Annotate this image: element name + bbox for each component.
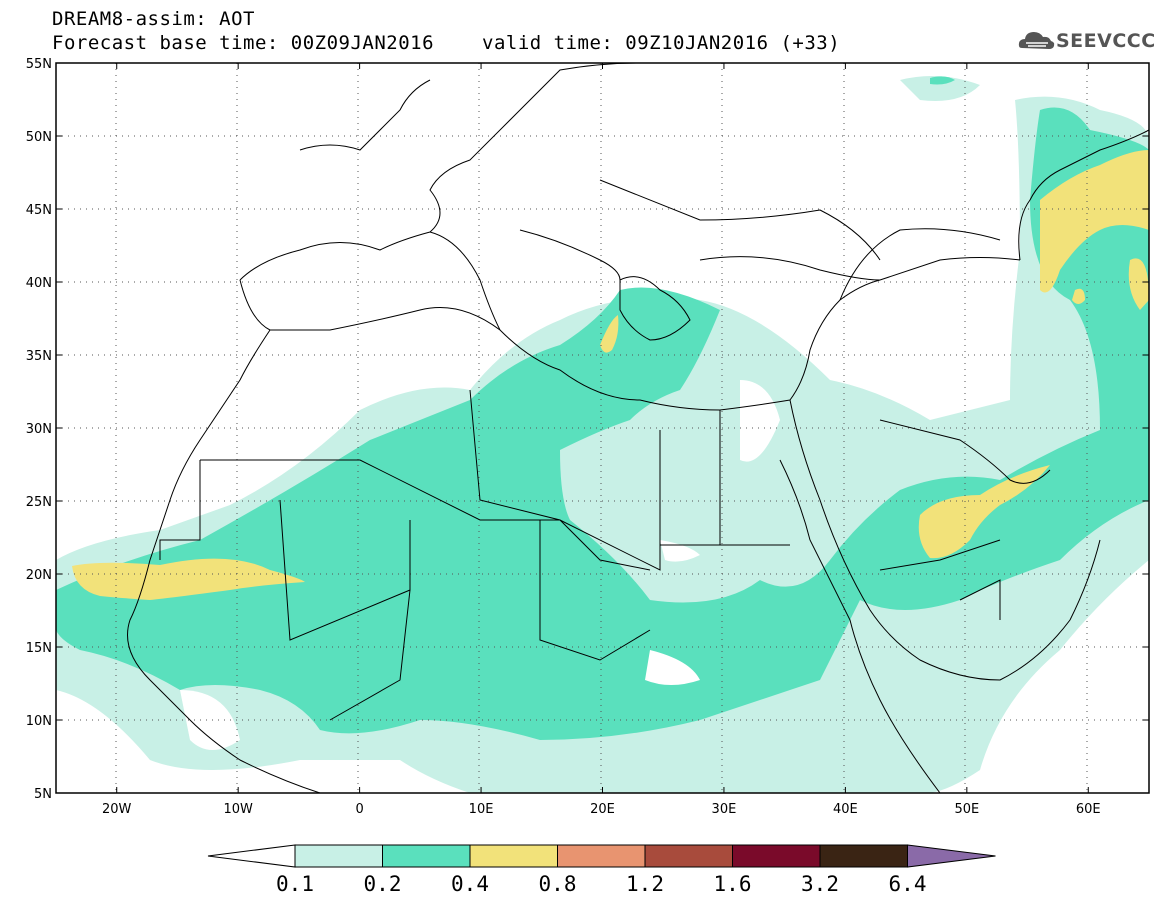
- latitude-labels: 55N 50N 45N 40N 35N 30N 25N 20N 15N 10N 5N: [26, 57, 52, 802]
- lon-label: 0: [355, 802, 363, 817]
- lat-label: 15N: [26, 641, 52, 656]
- logo-text: SEEVCCC: [1056, 30, 1156, 52]
- lat-label: 55N: [26, 57, 52, 72]
- colorbar-swatch: [732, 844, 821, 868]
- colorbar-level-label: 0.1: [276, 872, 314, 896]
- colorbar-swatch: [557, 844, 646, 868]
- colorbar-swatch: [294, 844, 383, 868]
- forecast-base-time: Forecast base time: 00Z09JAN2016: [52, 32, 435, 54]
- lon-label: 20E: [590, 802, 615, 817]
- aot-level-0.2-0.4: [56, 76, 1149, 740]
- lat-label: 30N: [26, 422, 52, 437]
- colorbar-level-label: 6.4: [889, 872, 927, 896]
- lat-label: 25N: [26, 495, 52, 510]
- aot-level-below-0.1: [180, 380, 780, 750]
- lat-label: 50N: [26, 130, 52, 145]
- lon-label: 10W: [223, 802, 253, 817]
- valid-time: valid time: 09Z10JAN2016 (+33): [482, 32, 841, 54]
- lat-label: 5N: [34, 787, 52, 802]
- map-title: DREAM8-assim: AOT: [52, 8, 255, 30]
- lon-label: 50E: [954, 802, 979, 817]
- coastlines-and-borders: [127, 63, 1149, 793]
- seevccc-logo: [1018, 32, 1055, 49]
- lat-label: 45N: [26, 203, 52, 218]
- colorbar-level-label: 3.2: [801, 872, 839, 896]
- lat-label: 35N: [26, 349, 52, 364]
- lat-label: 40N: [26, 276, 52, 291]
- colorbar-level-label: 0.4: [451, 872, 489, 896]
- colorbar-level-label: 1.2: [626, 872, 664, 896]
- colorbar-swatch: [469, 844, 558, 868]
- lon-label: 30E: [712, 802, 737, 817]
- lat-label: 20N: [26, 568, 52, 583]
- colorbar-level-label: 0.2: [364, 872, 402, 896]
- axis-ticks: [56, 62, 1149, 794]
- colorbar-swatch: [819, 844, 908, 868]
- lat-label: 10N: [26, 714, 52, 729]
- longitude-labels: 20W 10W 0 10E 20E 30E 40E 50E 60E: [102, 802, 1101, 817]
- lon-label: 20W: [102, 802, 132, 817]
- colorbar-level-label: 1.6: [714, 872, 752, 896]
- colorbar-lower-arrow: [207, 844, 296, 868]
- lon-label: 40E: [833, 802, 858, 817]
- colorbar-level-label: 0.8: [539, 872, 577, 896]
- cloud-icon: [1018, 32, 1055, 49]
- aot-level-0.4-0.8: [72, 150, 1149, 600]
- lon-label: 60E: [1076, 802, 1101, 817]
- colorbar-upper-arrow: [907, 844, 996, 868]
- graticule: [56, 63, 1149, 793]
- lon-label: 10E: [469, 802, 494, 817]
- colorbar-swatch: [644, 844, 733, 868]
- colorbar-swatch: [382, 844, 471, 868]
